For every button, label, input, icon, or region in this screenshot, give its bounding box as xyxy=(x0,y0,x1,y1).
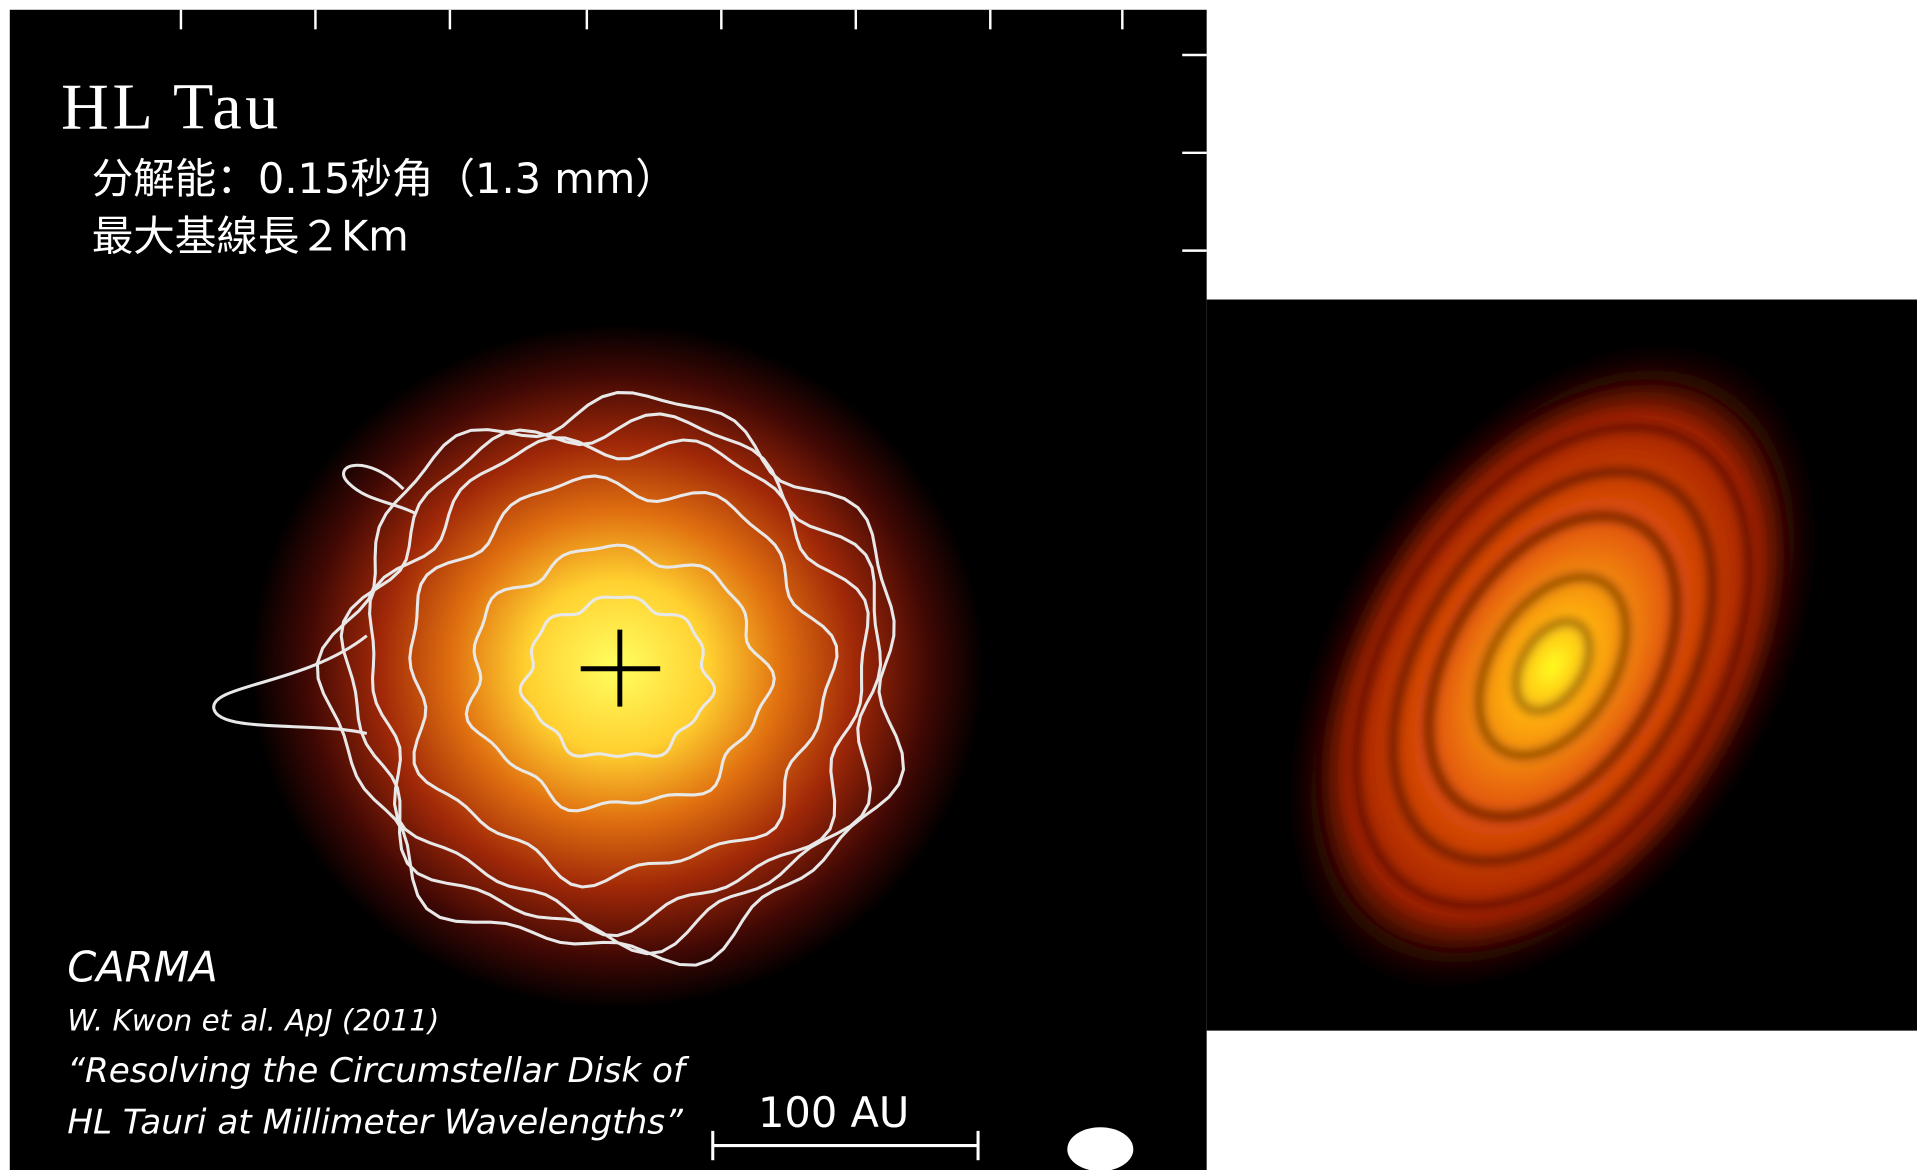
resolution: 分解能：0.035秒角（1.3 mm） xyxy=(1232,307,1844,356)
page: HL Tau 分解能：0.15秒角（1.3 mm） 最大基線長２Km CARMA… xyxy=(0,0,1917,1170)
citation: W. Kwon et al. ApJ (2011) xyxy=(67,1004,439,1038)
resolution: 分解能：0.15秒角（1.3 mm） xyxy=(92,154,677,203)
slide: HL Tau 分解能：0.15秒角（1.3 mm） 最大基線長２Km CARMA… xyxy=(0,0,1917,1170)
beam xyxy=(1067,1127,1133,1170)
baseline: 最大基線長２Km xyxy=(92,212,409,261)
target-title: HL Tau xyxy=(61,70,282,143)
paper-title: “Resolving the Circumstellar Disk of xyxy=(67,1051,690,1091)
scale-bar-label: 100 AU xyxy=(758,1088,909,1137)
instrument: CARMA xyxy=(67,943,218,992)
paper-title: HL Tauri at Millimeter Wavelengths” xyxy=(67,1102,683,1142)
